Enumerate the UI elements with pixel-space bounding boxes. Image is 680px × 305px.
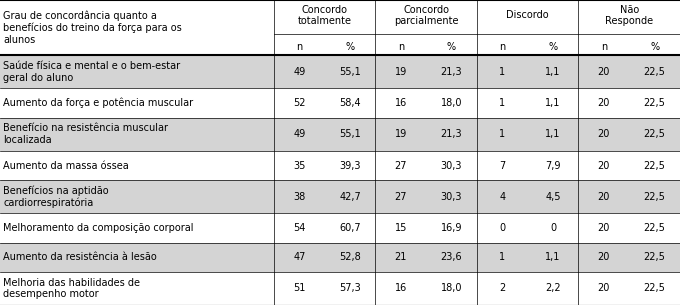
Text: 49: 49 (293, 67, 305, 77)
Text: 51: 51 (293, 283, 305, 293)
Text: %: % (447, 42, 456, 52)
Text: Benefícios na aptidão
cardiorrespiratória: Benefícios na aptidão cardiorrespiratóri… (3, 185, 109, 208)
Text: 22,5: 22,5 (644, 98, 666, 108)
Text: 20: 20 (598, 160, 610, 170)
Text: %: % (549, 42, 558, 52)
Text: 35: 35 (293, 160, 305, 170)
Text: Melhoramento da composição corporal: Melhoramento da composição corporal (3, 223, 194, 233)
Bar (0, 118, 680, 151)
Bar (0, 214, 680, 242)
Text: 22,5: 22,5 (644, 160, 666, 170)
Text: 42,7: 42,7 (339, 192, 361, 202)
Bar (0, 180, 680, 214)
Text: 16,9: 16,9 (441, 223, 462, 233)
Text: 1,1: 1,1 (545, 252, 561, 262)
Text: 0: 0 (499, 223, 505, 233)
Text: 2: 2 (499, 283, 505, 293)
Text: 54: 54 (293, 223, 305, 233)
Text: 19: 19 (394, 129, 407, 139)
Text: Não
Responde: Não Responde (605, 5, 653, 26)
Text: 1: 1 (499, 252, 505, 262)
Text: 1,1: 1,1 (545, 129, 561, 139)
Text: 20: 20 (598, 252, 610, 262)
Text: 2,2: 2,2 (545, 283, 561, 293)
Text: 52,8: 52,8 (339, 252, 361, 262)
Text: 60,7: 60,7 (339, 223, 361, 233)
Text: 4,5: 4,5 (545, 192, 561, 202)
Bar (0, 272, 680, 305)
Text: 16: 16 (394, 98, 407, 108)
Text: n: n (499, 42, 505, 52)
Text: n: n (600, 42, 607, 52)
Text: 20: 20 (598, 98, 610, 108)
Text: 22,5: 22,5 (644, 192, 666, 202)
Text: 18,0: 18,0 (441, 283, 462, 293)
Bar (0, 55, 680, 88)
Text: 38: 38 (293, 192, 305, 202)
Text: 23,6: 23,6 (441, 252, 462, 262)
Text: 30,3: 30,3 (441, 160, 462, 170)
Text: 39,3: 39,3 (339, 160, 361, 170)
Text: 7: 7 (499, 160, 505, 170)
Text: 1,1: 1,1 (545, 67, 561, 77)
Text: Concordo
totalmente: Concordo totalmente (298, 5, 352, 26)
Text: 27: 27 (394, 192, 407, 202)
Text: 20: 20 (598, 223, 610, 233)
Text: 55,1: 55,1 (339, 129, 361, 139)
Text: Discordo: Discordo (507, 10, 549, 20)
Text: 1: 1 (499, 98, 505, 108)
Text: 15: 15 (394, 223, 407, 233)
Text: Melhoria das habilidades de
desempenho motor: Melhoria das habilidades de desempenho m… (3, 278, 140, 299)
Text: 1,1: 1,1 (545, 98, 561, 108)
Text: 21,3: 21,3 (441, 67, 462, 77)
Text: 30,3: 30,3 (441, 192, 462, 202)
Text: 16: 16 (394, 283, 407, 293)
Text: n: n (296, 42, 303, 52)
Text: 52: 52 (293, 98, 305, 108)
Text: 21: 21 (394, 252, 407, 262)
Bar (0, 0, 680, 55)
Bar (0, 242, 680, 272)
Text: 55,1: 55,1 (339, 67, 361, 77)
Text: Aumento da resistência à lesão: Aumento da resistência à lesão (3, 252, 157, 262)
Text: 7,9: 7,9 (545, 160, 561, 170)
Text: n: n (398, 42, 404, 52)
Text: Aumento da força e potência muscular: Aumento da força e potência muscular (3, 98, 193, 108)
Text: 18,0: 18,0 (441, 98, 462, 108)
Text: %: % (650, 42, 659, 52)
Text: 4: 4 (499, 192, 505, 202)
Text: 19: 19 (394, 67, 407, 77)
Bar (0, 88, 680, 118)
Text: 20: 20 (598, 129, 610, 139)
Text: 0: 0 (550, 223, 556, 233)
Text: 21,3: 21,3 (441, 129, 462, 139)
Text: Saúde física e mental e o bem-estar
geral do aluno: Saúde física e mental e o bem-estar gera… (3, 61, 180, 83)
Text: Benefício na resistência muscular
localizada: Benefício na resistência muscular locali… (3, 124, 168, 145)
Text: 22,5: 22,5 (644, 67, 666, 77)
Text: 20: 20 (598, 192, 610, 202)
Text: 47: 47 (293, 252, 305, 262)
Text: 1: 1 (499, 129, 505, 139)
Bar (0, 151, 680, 180)
Text: Aumento da massa óssea: Aumento da massa óssea (3, 160, 129, 170)
Text: 20: 20 (598, 67, 610, 77)
Text: 22,5: 22,5 (644, 223, 666, 233)
Text: 22,5: 22,5 (644, 252, 666, 262)
Text: 22,5: 22,5 (644, 129, 666, 139)
Text: 49: 49 (293, 129, 305, 139)
Text: 58,4: 58,4 (339, 98, 361, 108)
Text: Grau de concordância quanto a
benefícios do treino da força para os
alunos: Grau de concordância quanto a benefícios… (3, 10, 182, 45)
Text: 22,5: 22,5 (644, 283, 666, 293)
Text: Concordo
parcialmente: Concordo parcialmente (394, 5, 458, 26)
Text: %: % (345, 42, 354, 52)
Text: 1: 1 (499, 67, 505, 77)
Text: 57,3: 57,3 (339, 283, 361, 293)
Text: 20: 20 (598, 283, 610, 293)
Text: 27: 27 (394, 160, 407, 170)
